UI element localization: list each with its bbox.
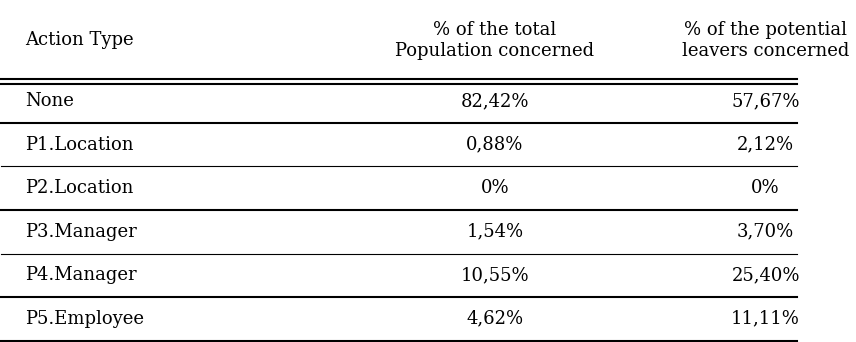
Text: P3.Manager: P3.Manager [26, 223, 137, 241]
Text: Action Type: Action Type [26, 31, 134, 49]
Text: 4,62%: 4,62% [467, 310, 524, 328]
Text: P2.Location: P2.Location [26, 179, 134, 197]
Text: 82,42%: 82,42% [461, 92, 529, 110]
Text: 0,88%: 0,88% [467, 136, 524, 154]
Text: 57,67%: 57,67% [731, 92, 800, 110]
Text: 0%: 0% [480, 179, 509, 197]
Text: 11,11%: 11,11% [731, 310, 800, 328]
Text: 10,55%: 10,55% [461, 266, 529, 284]
Text: P1.Location: P1.Location [26, 136, 134, 154]
Text: 2,12%: 2,12% [737, 136, 794, 154]
Text: % of the potential
leavers concerned: % of the potential leavers concerned [682, 21, 849, 60]
Text: 0%: 0% [752, 179, 780, 197]
Text: None: None [26, 92, 74, 110]
Text: P4.Manager: P4.Manager [26, 266, 137, 284]
Text: 3,70%: 3,70% [737, 223, 794, 241]
Text: % of the total
Population concerned: % of the total Population concerned [395, 21, 595, 60]
Text: 1,54%: 1,54% [467, 223, 524, 241]
Text: P5.Employee: P5.Employee [26, 310, 145, 328]
Text: 25,40%: 25,40% [731, 266, 800, 284]
